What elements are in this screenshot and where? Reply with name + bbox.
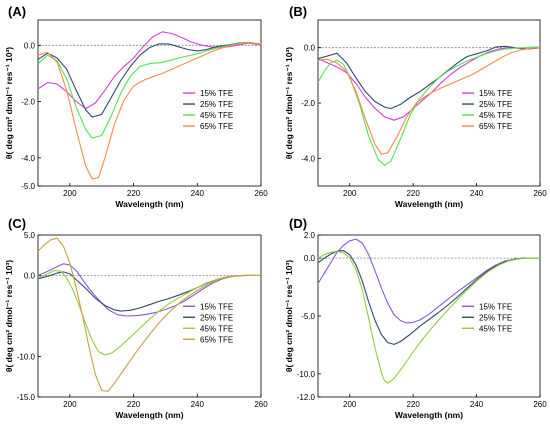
- series-line-1: [317, 238, 540, 324]
- y-axis-title: θ( deg cm² dmol⁻¹ res⁻¹ 10³): [284, 260, 294, 372]
- legend-label: 15% TFE: [479, 302, 512, 311]
- series-line-1: [317, 47, 541, 121]
- legend-label: 25% TFE: [479, 100, 512, 109]
- panel-label: (A): [8, 4, 26, 19]
- y-tick-label: -10.0: [297, 370, 316, 379]
- y-tick-label: -4.0: [21, 154, 35, 163]
- legend-label: 25% TFE: [200, 313, 233, 322]
- y-tick-label: -4.0: [301, 154, 315, 163]
- chart-panel-3: (C) 200 220 240 260 5.0 0.0 -10.0 -15.0 Wavelengt…: [4, 216, 268, 420]
- series-line-3: [317, 46, 540, 166]
- y-axis-title: θ( deg cm² dmol⁻¹ res⁻¹ 10³): [4, 260, 14, 372]
- y-axis-title: θ( deg cm² dmol⁻¹ res⁻¹ 10³): [4, 47, 14, 159]
- legend-label: 65% TFE: [479, 122, 512, 131]
- x-tick-label: 220: [127, 400, 141, 409]
- series-line-2: [317, 45, 541, 110]
- legend-label: 15% TFE: [200, 302, 233, 311]
- y-tick-label: 2.0: [304, 231, 316, 240]
- series-line-3: [317, 250, 540, 384]
- panel-label: (D): [289, 216, 307, 231]
- x-axis-title: Wavelength (nm): [395, 410, 463, 420]
- x-tick-label: 220: [127, 189, 141, 198]
- legend-label: 65% TFE: [200, 122, 233, 131]
- chart-panel-4: (D) 200 220 240 260 2.0 0.0 -5.0 -10.0 -12.0 Wavel…: [284, 216, 547, 420]
- y-tick-label: -2.0: [301, 99, 315, 108]
- x-tick-label: 240: [470, 400, 484, 409]
- legend: 15% TFE 25% TFE 45% TFE 65% TFE: [183, 302, 233, 344]
- series-line-4: [317, 47, 541, 155]
- legend-label: 65% TFE: [200, 335, 233, 344]
- y-tick-label: -2.0: [21, 98, 35, 107]
- x-tick-label: 260: [254, 189, 268, 198]
- x-axis-title: Wavelength (nm): [115, 199, 183, 209]
- series-line-2: [317, 250, 540, 345]
- y-tick-label: -12.0: [297, 393, 316, 402]
- x-tick-label: 200: [343, 189, 357, 198]
- legend-label: 15% TFE: [200, 89, 233, 98]
- x-axis-title: Wavelength (nm): [395, 199, 463, 209]
- panel-label: (B): [289, 4, 307, 19]
- x-tick-label: 240: [191, 400, 205, 409]
- series-line-1: [37, 31, 262, 110]
- y-tick-label: 0.0: [24, 41, 36, 50]
- y-tick-label: -5.0: [21, 182, 35, 191]
- legend-label: 25% TFE: [479, 313, 512, 322]
- series-line-4: [37, 41, 262, 180]
- x-tick-label: 200: [63, 400, 77, 409]
- y-tick-label: -10.0: [17, 353, 36, 362]
- y-tick-label: 0.0: [304, 44, 316, 53]
- legend: 15% TFE 25% TFE 45% TFE 65% TFE: [462, 89, 512, 131]
- legend-label: 45% TFE: [200, 111, 233, 120]
- y-tick-label: -5.0: [301, 312, 315, 321]
- x-tick-label: 260: [533, 189, 547, 198]
- y-tick-label: 5.0: [24, 231, 36, 240]
- plot-frame: [37, 19, 262, 187]
- legend-label: 45% TFE: [479, 324, 512, 333]
- x-tick-label: 220: [406, 189, 420, 198]
- chart-panel-2: (B) 200 220 240 260 0.0 -2.0 -4.0 Wavelength (nm…: [284, 4, 547, 209]
- series-line-3: [37, 41, 262, 139]
- x-tick-label: 220: [406, 400, 420, 409]
- x-tick-label: 240: [191, 189, 205, 198]
- x-tick-label: 260: [533, 400, 547, 409]
- chart-panel-1: (A) 200 220 240 260 0.0 -2.0 -4.0 -5.0 Wavelength…: [4, 4, 268, 209]
- y-tick-label: 0.0: [24, 272, 36, 281]
- y-axis-title: θ( deg cm² dmol⁻¹ res⁻¹ 10³): [284, 47, 294, 159]
- x-tick-label: 240: [470, 189, 484, 198]
- x-tick-label: 200: [343, 400, 357, 409]
- x-tick-label: 260: [254, 400, 268, 409]
- plot-frame: [37, 234, 262, 398]
- legend-label: 45% TFE: [200, 324, 233, 333]
- x-tick-label: 200: [63, 189, 77, 198]
- legend-label: 45% TFE: [479, 111, 512, 120]
- x-axis-title: Wavelength (nm): [115, 410, 183, 420]
- series-line-4: [37, 237, 262, 392]
- series-line-3: [37, 270, 261, 356]
- legend-label: 15% TFE: [479, 89, 512, 98]
- y-tick-label: 0.0: [304, 254, 316, 263]
- legend: 15% TFE 25% TFE 45% TFE 65% TFE: [183, 89, 233, 131]
- legend: 15% TFE 25% TFE 45% TFE: [462, 302, 512, 333]
- y-tick-label: -15.0: [17, 393, 36, 402]
- panel-label: (C): [8, 216, 26, 231]
- legend-label: 25% TFE: [200, 100, 233, 109]
